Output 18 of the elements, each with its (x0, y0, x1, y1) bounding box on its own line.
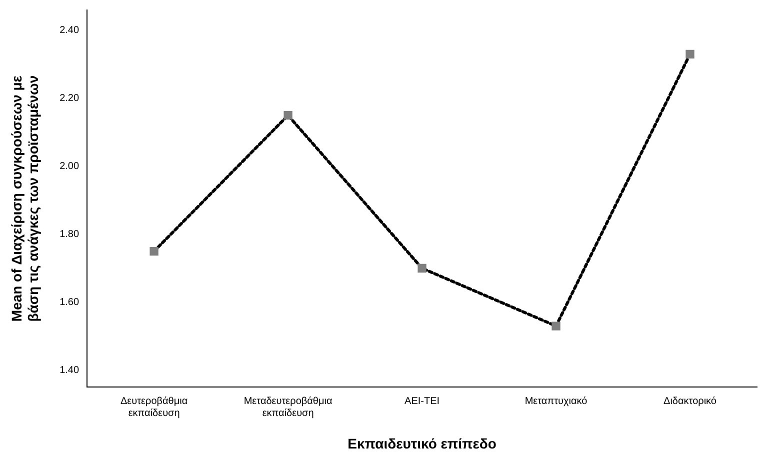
x-tick-label: Μεταδευτεροβάθμια εκπαίδευση (244, 396, 332, 419)
y-axis-title: Mean of Διαχείριση συγκρούσεων με βάση τις ανάγκες των προϊσταμένων (8, 75, 42, 322)
x-axis-title: Εκπαιδευτικό επίπεδο (348, 435, 496, 452)
x-tick-label: Διδακτορικό (664, 396, 717, 407)
y-tick-label: 2.00 (60, 161, 80, 172)
y-tick-label: 2.20 (60, 93, 80, 104)
point (418, 264, 426, 273)
y-tick-label: 1.80 (60, 229, 80, 240)
x-tick-label: Δευτεροβάθμια εκπαίδευση (120, 396, 188, 419)
y-tick-label: 1.40 (60, 364, 80, 376)
y-tick-label: 2.40 (60, 25, 80, 36)
x-tick-label: ΑΕΙ-ΤΕΙ (404, 396, 440, 407)
y-tick-label: 1.60 (60, 296, 80, 308)
x-tick-label: Μεταπτυχιακό (524, 396, 588, 407)
point (284, 111, 292, 120)
point (686, 50, 694, 59)
point (552, 322, 560, 330)
point (150, 246, 158, 256)
